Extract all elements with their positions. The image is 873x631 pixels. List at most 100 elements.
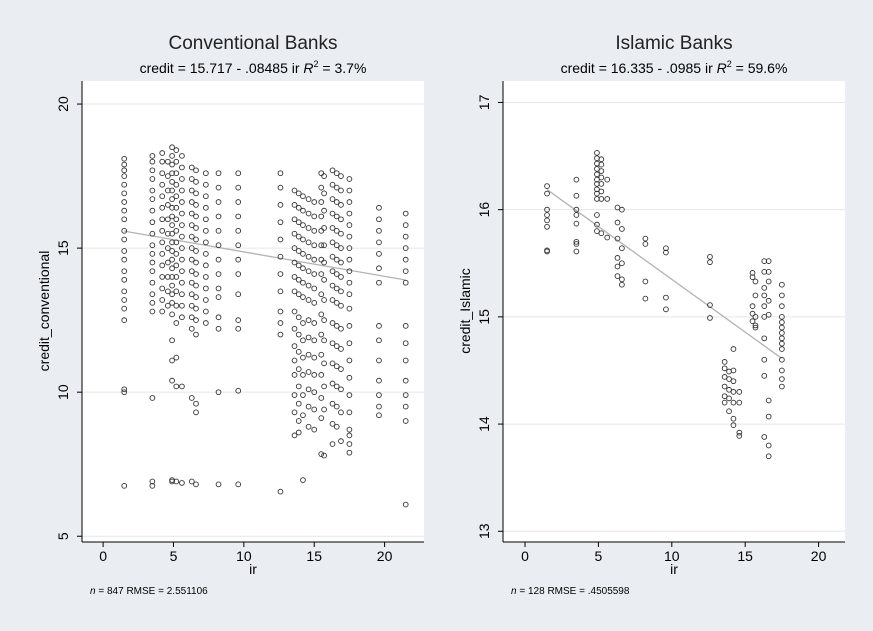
scatter-point (765, 442, 772, 449)
scatter-point (594, 149, 600, 156)
scatter-point (779, 346, 785, 352)
scatter-point (761, 314, 768, 320)
scatter-point (376, 392, 382, 398)
scatter-point (188, 268, 195, 275)
scatter-point (173, 239, 180, 246)
scatter-point (235, 481, 242, 488)
scatter-point (346, 199, 353, 205)
scatter-point (277, 170, 284, 177)
scatter-point (765, 453, 772, 460)
scatter-point (402, 222, 409, 228)
scatter-point (338, 230, 344, 237)
scatter-point (333, 285, 340, 292)
scatter-point (300, 236, 306, 243)
scatter-point (321, 360, 327, 367)
scatter-point (277, 320, 284, 326)
scatter-point (165, 302, 171, 309)
n-label-conventional: n (90, 586, 96, 597)
scatter-point (321, 242, 327, 249)
scatter-point (188, 279, 195, 286)
scatter-point (346, 374, 353, 381)
scatter-point (346, 256, 353, 263)
scatter-point (188, 199, 195, 205)
scatter-point (765, 297, 772, 304)
scatter-point (169, 161, 175, 168)
scatter-point (329, 282, 336, 289)
scatter-point (402, 377, 409, 384)
scatter-point (721, 393, 728, 400)
scatter-point (203, 274, 209, 280)
scatter-point (215, 271, 222, 277)
scatter-point (721, 374, 728, 380)
scatter-point (149, 167, 156, 174)
scatter-point (573, 176, 580, 183)
scatter-point (173, 227, 180, 234)
scatter-point (215, 285, 222, 292)
scatter-point (318, 351, 325, 358)
scatter-point (305, 196, 312, 202)
scatter-point (159, 239, 166, 246)
scatter-point (614, 235, 621, 242)
scatter-point (300, 392, 306, 398)
scatter-point (121, 268, 128, 275)
scatter-point (333, 300, 340, 306)
scatter-point (594, 171, 600, 178)
scatter-point (707, 253, 713, 260)
scatter-point (614, 263, 621, 270)
scatter-point (179, 199, 185, 205)
scatter-point (179, 164, 185, 171)
scatter-point (149, 187, 156, 194)
scatter-point (215, 389, 222, 396)
scatter-point (235, 213, 242, 220)
scatter-point (179, 176, 185, 182)
scatter-point (169, 311, 175, 318)
scatter-point (295, 366, 302, 372)
scatter-point (188, 210, 195, 217)
scatter-point (544, 183, 550, 189)
scatter-point (779, 292, 785, 299)
scatter-point (721, 359, 728, 365)
scatter-point (295, 204, 302, 211)
scatter-point (179, 233, 185, 240)
scatter-point (165, 173, 171, 179)
scatter-point (193, 213, 199, 220)
scatter-point (749, 303, 756, 309)
x-tick-label-10: 10 (236, 548, 252, 564)
scatter-point (721, 383, 728, 390)
scatter-point (121, 167, 128, 174)
scatter-point (305, 239, 312, 246)
y-axis-title-islamic: credit_Islamic (457, 268, 473, 354)
scatter-point (598, 156, 605, 163)
scatter-point (159, 297, 166, 303)
scatter-point (305, 268, 312, 275)
scatter-point (169, 196, 175, 202)
scatter-point (333, 256, 340, 263)
scatter-point (779, 314, 785, 320)
x-axis-title-islamic: ir (670, 561, 678, 577)
scatter-point (149, 158, 156, 165)
scatter-point (188, 222, 195, 228)
scatter-point (203, 251, 209, 257)
scatter-point (311, 354, 318, 361)
scatter-point (329, 441, 336, 447)
scatter-point (594, 190, 600, 197)
scatter-point (726, 408, 732, 415)
n-label-islamic: n (511, 586, 517, 597)
rmse-conventional: RMSE = 2.551106 (126, 586, 208, 597)
scatter-point (614, 273, 621, 279)
scatter-point (619, 226, 625, 232)
scatter-point (311, 199, 318, 205)
fit-line-islamic (546, 189, 783, 360)
scatter-point (614, 219, 621, 226)
n-value-conventional: = 847 (96, 586, 125, 597)
scatter-point (169, 204, 175, 211)
scatter-point (573, 238, 580, 245)
scatter-point (179, 210, 185, 217)
scatter-point (752, 278, 759, 285)
scatter-point (121, 199, 128, 205)
scatter-point (305, 297, 312, 303)
scatter-point (614, 255, 621, 261)
scatter-point (329, 421, 336, 427)
x-tick-label-20: 20 (377, 548, 393, 564)
y-tick-label-10: 10 (55, 384, 71, 400)
